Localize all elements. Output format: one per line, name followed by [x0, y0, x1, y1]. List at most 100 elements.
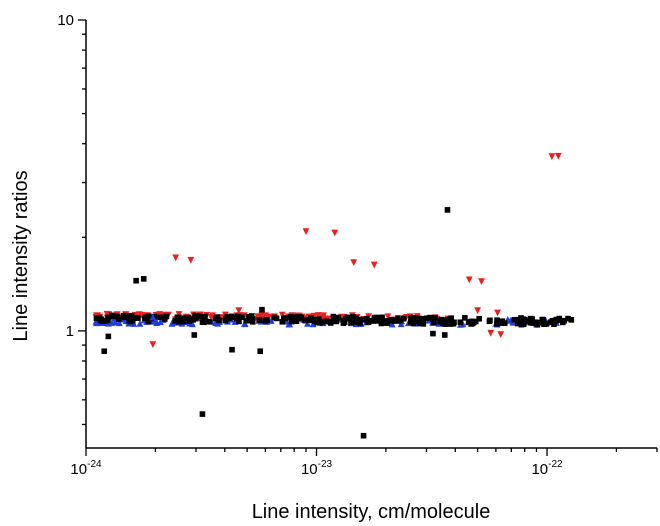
data-point [199, 411, 206, 417]
data-point [191, 332, 198, 338]
data-point [384, 320, 390, 326]
x-tick-label: 10-24 [70, 459, 102, 478]
data-point [419, 315, 425, 322]
data-point [183, 315, 190, 321]
data-point [154, 311, 162, 319]
data-point [410, 320, 417, 327]
data-point [348, 319, 354, 326]
data-point [245, 314, 252, 320]
data-point [442, 321, 448, 327]
data-point [234, 313, 241, 320]
data-point [231, 314, 238, 321]
data-point [140, 276, 147, 282]
y-tick-label: 10 [57, 12, 74, 29]
data-point [189, 320, 196, 328]
data-point [444, 207, 451, 213]
data-point [216, 317, 222, 324]
data-point [135, 311, 143, 319]
data-point [92, 318, 100, 325]
data-point [441, 332, 448, 338]
data-point [212, 315, 219, 322]
data-point [259, 306, 265, 313]
data-point [384, 313, 392, 321]
data-point [487, 329, 495, 337]
y-tick-label: 1 [66, 323, 74, 340]
data-point [354, 318, 361, 325]
data-point [524, 318, 530, 325]
data-point [214, 319, 222, 327]
data-point [133, 315, 139, 321]
data-point [279, 318, 286, 325]
data-point [229, 346, 235, 353]
x-axis-title: Line intensity, cm/molecule [252, 501, 491, 523]
data-point [447, 316, 454, 322]
data-point [249, 316, 256, 322]
data-point [358, 316, 364, 323]
y-axis-title: Line intensity ratios [10, 170, 32, 341]
data-point [548, 153, 556, 161]
data-point [105, 314, 112, 321]
data-point [192, 313, 199, 319]
data-point [392, 318, 398, 324]
x-tick-label: 10-22 [531, 459, 563, 478]
data-point [128, 312, 135, 319]
data-point [100, 318, 106, 324]
data-point [388, 317, 395, 324]
data-point [257, 348, 264, 355]
data-point [102, 317, 109, 324]
data-point [472, 318, 479, 325]
data-point [288, 313, 294, 320]
data-point [465, 276, 473, 284]
data-point [197, 313, 203, 320]
data-point [529, 316, 535, 322]
data-point [519, 319, 525, 326]
data-point [116, 316, 122, 323]
data-point [365, 319, 372, 325]
data-point [438, 316, 445, 323]
data-point [248, 313, 255, 319]
data-point [136, 319, 144, 327]
data-point [172, 254, 180, 262]
data-point [93, 315, 100, 321]
data-point [202, 313, 208, 320]
data-point [511, 316, 518, 323]
data-point [423, 315, 430, 322]
data-point [298, 315, 305, 321]
data-point [333, 318, 340, 325]
data-point [206, 318, 213, 325]
data-point [350, 259, 358, 267]
data-point [127, 318, 134, 325]
data-point [565, 315, 571, 322]
data-point [314, 319, 320, 326]
data-point [400, 315, 407, 322]
data-point [105, 333, 112, 340]
data-point [494, 317, 500, 323]
data-point [501, 320, 508, 327]
data-point [539, 316, 546, 323]
data-point [451, 319, 457, 326]
data-point [353, 315, 359, 322]
data-point [241, 320, 248, 328]
data-point [133, 277, 139, 284]
data-point [110, 313, 117, 320]
data-points [92, 152, 575, 439]
data-point [408, 317, 415, 323]
data-point [549, 317, 556, 324]
data-point [554, 152, 562, 160]
data-point [469, 318, 475, 325]
tick-labels: 10-24 10-23 10-22 1 10 [57, 12, 563, 478]
data-point [149, 313, 157, 321]
data-point [551, 321, 557, 327]
data-point [420, 321, 427, 327]
data-point [534, 319, 540, 326]
data-point [432, 314, 438, 321]
data-point [302, 228, 310, 236]
data-point [431, 319, 437, 326]
data-point [157, 314, 164, 321]
data-point [320, 312, 327, 320]
data-point [96, 314, 103, 321]
data-point [487, 317, 493, 324]
data-point [161, 316, 168, 322]
data-point [335, 314, 341, 321]
